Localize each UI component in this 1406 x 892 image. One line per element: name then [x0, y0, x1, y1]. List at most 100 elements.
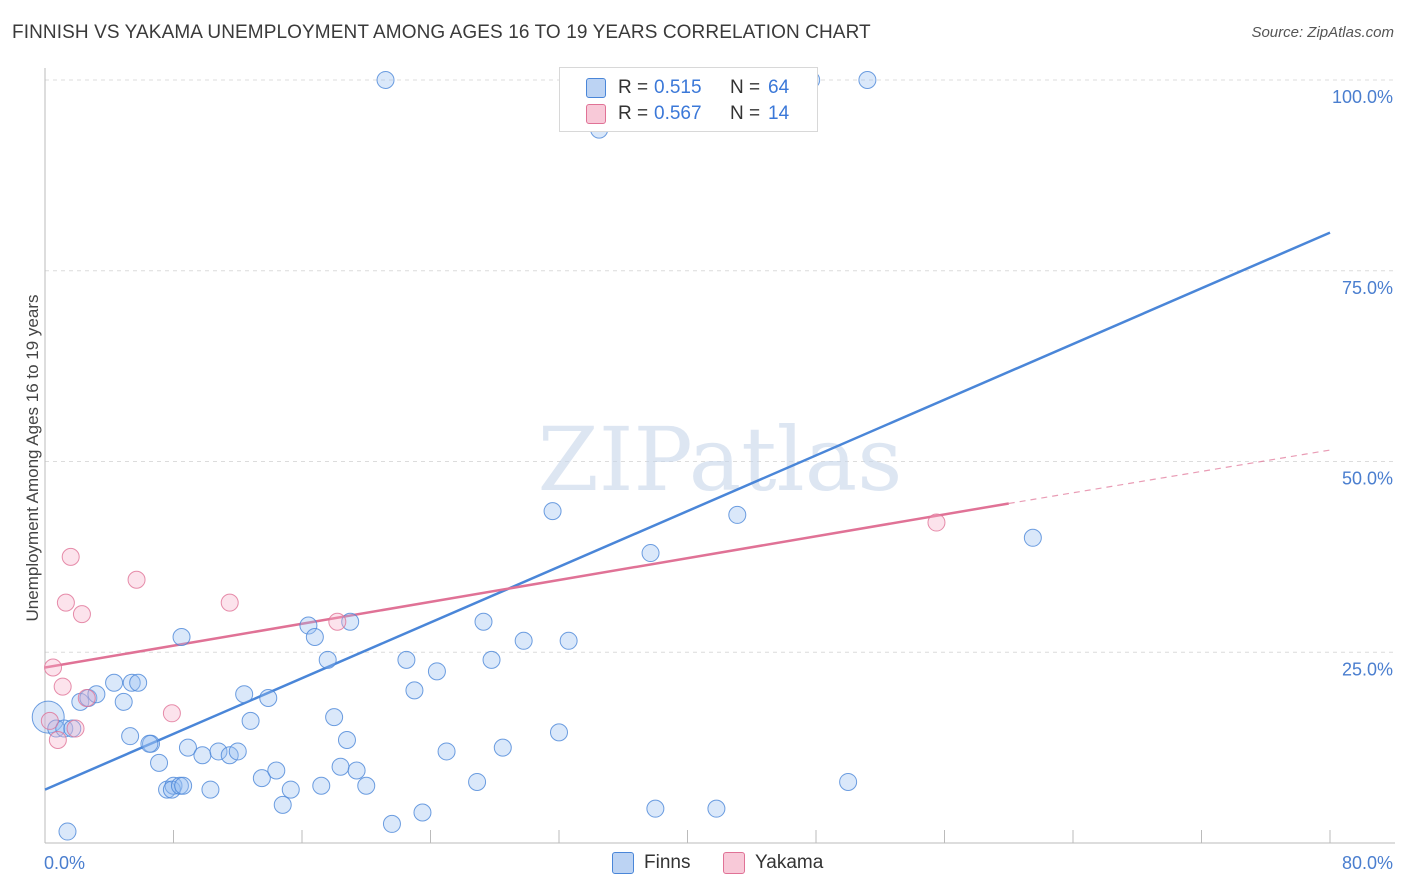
- finns-point: [209, 742, 228, 761]
- yakama-point: [127, 570, 146, 589]
- finns-point: [1023, 528, 1042, 547]
- finns-point: [105, 673, 124, 692]
- grid-lines: [45, 79, 1395, 653]
- yakama-legend-swatch: [723, 852, 745, 874]
- finns-legend-swatch: [612, 852, 634, 874]
- finns-point: [252, 769, 271, 788]
- finns-point: [178, 738, 197, 757]
- finns-point: [201, 780, 220, 799]
- yakama-point: [56, 593, 75, 612]
- finns-point: [839, 772, 858, 791]
- finns-point: [482, 650, 501, 669]
- finns-point: [468, 772, 487, 791]
- finns-point: [273, 795, 292, 814]
- finns-point: [376, 71, 395, 89]
- yakama-point: [53, 677, 72, 696]
- finns-n-value: 64: [768, 77, 790, 98]
- yakama-point: [48, 730, 67, 749]
- finns-point: [172, 627, 191, 646]
- data-points: [31, 71, 1042, 841]
- yakama-point: [162, 704, 181, 723]
- finns-legend-label: Finns: [644, 852, 691, 873]
- finns-point: [427, 662, 446, 681]
- yakama-r-value: 0.567: [654, 103, 702, 124]
- finns-point: [235, 685, 254, 704]
- finns-point: [493, 738, 512, 757]
- legend-item-yakama: Yakama: [723, 852, 823, 874]
- finns-point: [559, 631, 578, 650]
- yakama-trend-line: [44, 502, 1009, 669]
- finns-point: [325, 708, 344, 727]
- finns-r-label: R =: [618, 77, 649, 98]
- finns-point: [305, 627, 324, 646]
- yakama-point: [40, 711, 59, 730]
- finns-point: [514, 631, 533, 650]
- finns-point: [193, 746, 212, 765]
- finns-point: [318, 650, 337, 669]
- finns-point: [543, 502, 562, 521]
- finns-point: [121, 727, 140, 746]
- yakama-point: [66, 719, 85, 738]
- finns-swatch: [586, 78, 606, 98]
- finns-point: [114, 692, 133, 711]
- finns-point: [174, 776, 193, 795]
- finns-point: [337, 730, 356, 749]
- finns-n-label: N =: [730, 77, 761, 98]
- finns-point: [129, 673, 148, 692]
- finns-point: [87, 685, 106, 704]
- yakama-point: [44, 658, 63, 677]
- chart-source: Source: ZipAtlas.com: [1251, 24, 1394, 41]
- finns-point: [474, 612, 493, 631]
- finns-point: [858, 71, 877, 89]
- trend-lines: [44, 231, 1331, 791]
- yakama-point: [328, 612, 347, 631]
- yakama-n-label: N =: [730, 103, 761, 124]
- finns-point: [241, 711, 260, 730]
- finns-trend-line: [44, 231, 1331, 791]
- legend-row-finns: R = 0.515 N = 64: [586, 76, 789, 100]
- finns-point: [641, 544, 660, 563]
- finns-point: [437, 742, 456, 761]
- y-axis-label: Unemployment Among Ages 16 to 19 years: [23, 295, 42, 622]
- finns-point: [397, 650, 416, 669]
- yakama-legend-label: Yakama: [755, 852, 824, 873]
- yakama-trend-extension: [1008, 449, 1331, 505]
- yakama-point: [61, 547, 80, 566]
- y-tick-label: 50.0%: [1342, 469, 1393, 489]
- y-tick-labels: 25.0% 50.0% 75.0% 100.0%: [1332, 87, 1393, 679]
- finns-r-value: 0.515: [654, 77, 702, 98]
- finns-point: [550, 723, 568, 742]
- finns-point: [150, 753, 169, 772]
- y-tick-label: 100.0%: [1332, 87, 1393, 107]
- finns-point: [646, 799, 665, 818]
- yakama-point: [927, 513, 946, 532]
- finns-point: [299, 616, 318, 635]
- y-tick-label: 25.0%: [1342, 659, 1393, 679]
- finns-point: [707, 799, 726, 818]
- finns-point: [312, 776, 331, 795]
- finns-point: [122, 673, 141, 692]
- finns-point: [382, 814, 401, 833]
- x-tick-label-max: 80.0%: [1342, 853, 1393, 873]
- finns-point: [267, 761, 286, 780]
- finns-point: [341, 612, 360, 631]
- stats-legend: R = 0.515 N = 64 R = 0.567 N = 14: [559, 67, 818, 132]
- finns-point: [140, 734, 159, 753]
- yakama-point: [72, 605, 91, 624]
- legend-row-yakama: R = 0.567 N = 14: [586, 102, 789, 126]
- finns-point: [331, 757, 350, 776]
- yakama-point: [77, 689, 96, 708]
- y-tick-label: 75.0%: [1342, 278, 1393, 298]
- finns-point: [728, 505, 747, 524]
- watermark: ZIPatlas: [538, 408, 903, 511]
- yakama-swatch: [586, 104, 606, 124]
- yakama-point: [220, 593, 239, 612]
- chart-title: FINNISH VS YAKAMA UNEMPLOYMENT AMONG AGE…: [12, 22, 871, 43]
- finns-point: [357, 776, 376, 795]
- yakama-n-value: 14: [768, 103, 790, 124]
- legend-item-finns: Finns: [612, 852, 690, 874]
- finns-point: [58, 822, 77, 841]
- finns-point: [281, 780, 300, 799]
- finns-point: [259, 689, 278, 708]
